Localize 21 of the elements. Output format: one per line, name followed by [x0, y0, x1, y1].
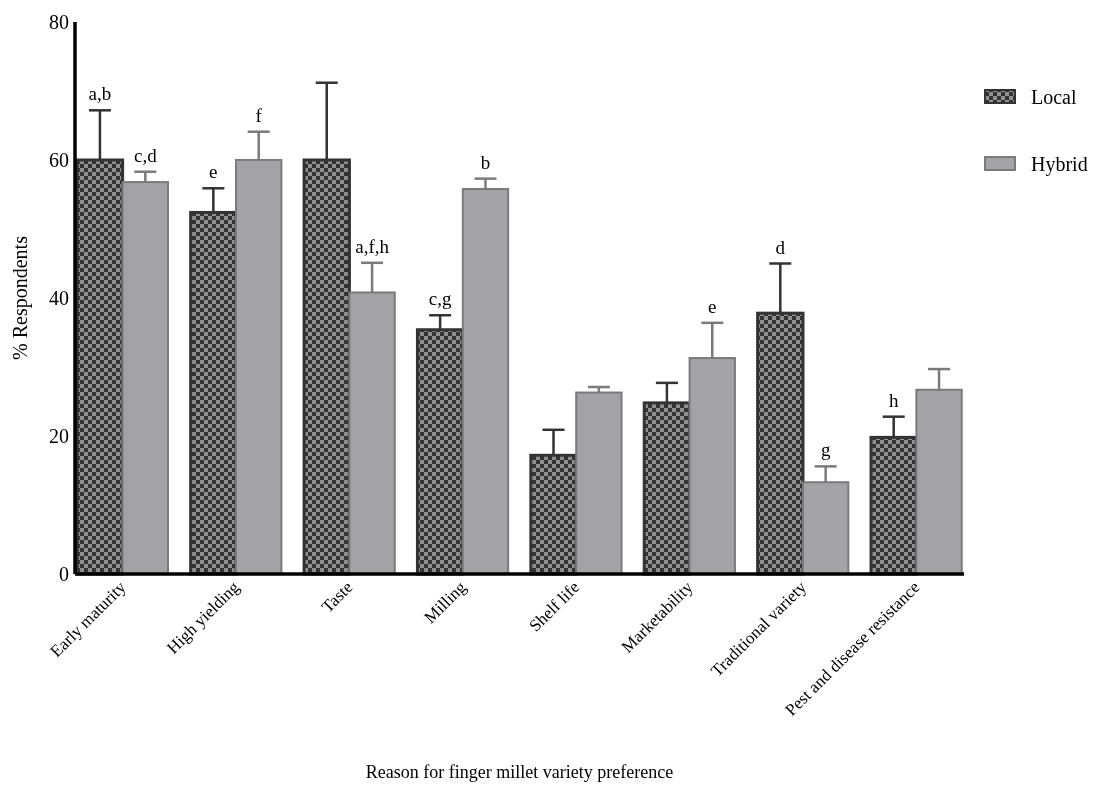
- y-tick-label: 40: [49, 287, 69, 309]
- legend-label: Local: [1031, 86, 1077, 108]
- y-tick-label: 60: [49, 149, 69, 171]
- data-label: c,d: [133, 144, 158, 166]
- y-tick-label: 0: [59, 563, 69, 585]
- x-axis-title: Reason for finger millet variety preference: [365, 762, 674, 782]
- data-label: c,g: [428, 288, 452, 310]
- data-label: a,f,h: [355, 235, 390, 257]
- data-label: e: [708, 295, 717, 317]
- data-label: a,b: [88, 83, 112, 105]
- data-label: g: [820, 439, 831, 461]
- x-tick-label: Taste: [317, 577, 357, 617]
- data-label: f: [255, 104, 263, 126]
- data-label: e: [209, 161, 218, 183]
- data-label: b: [480, 151, 491, 173]
- data-label: h: [888, 389, 899, 411]
- y-tick-label: 20: [49, 425, 69, 447]
- y-tick-label: 80: [49, 11, 69, 33]
- legend-label: Hybrid: [1031, 153, 1088, 176]
- data-label: d: [775, 236, 786, 258]
- y-axis-title: % Respondents: [9, 235, 32, 360]
